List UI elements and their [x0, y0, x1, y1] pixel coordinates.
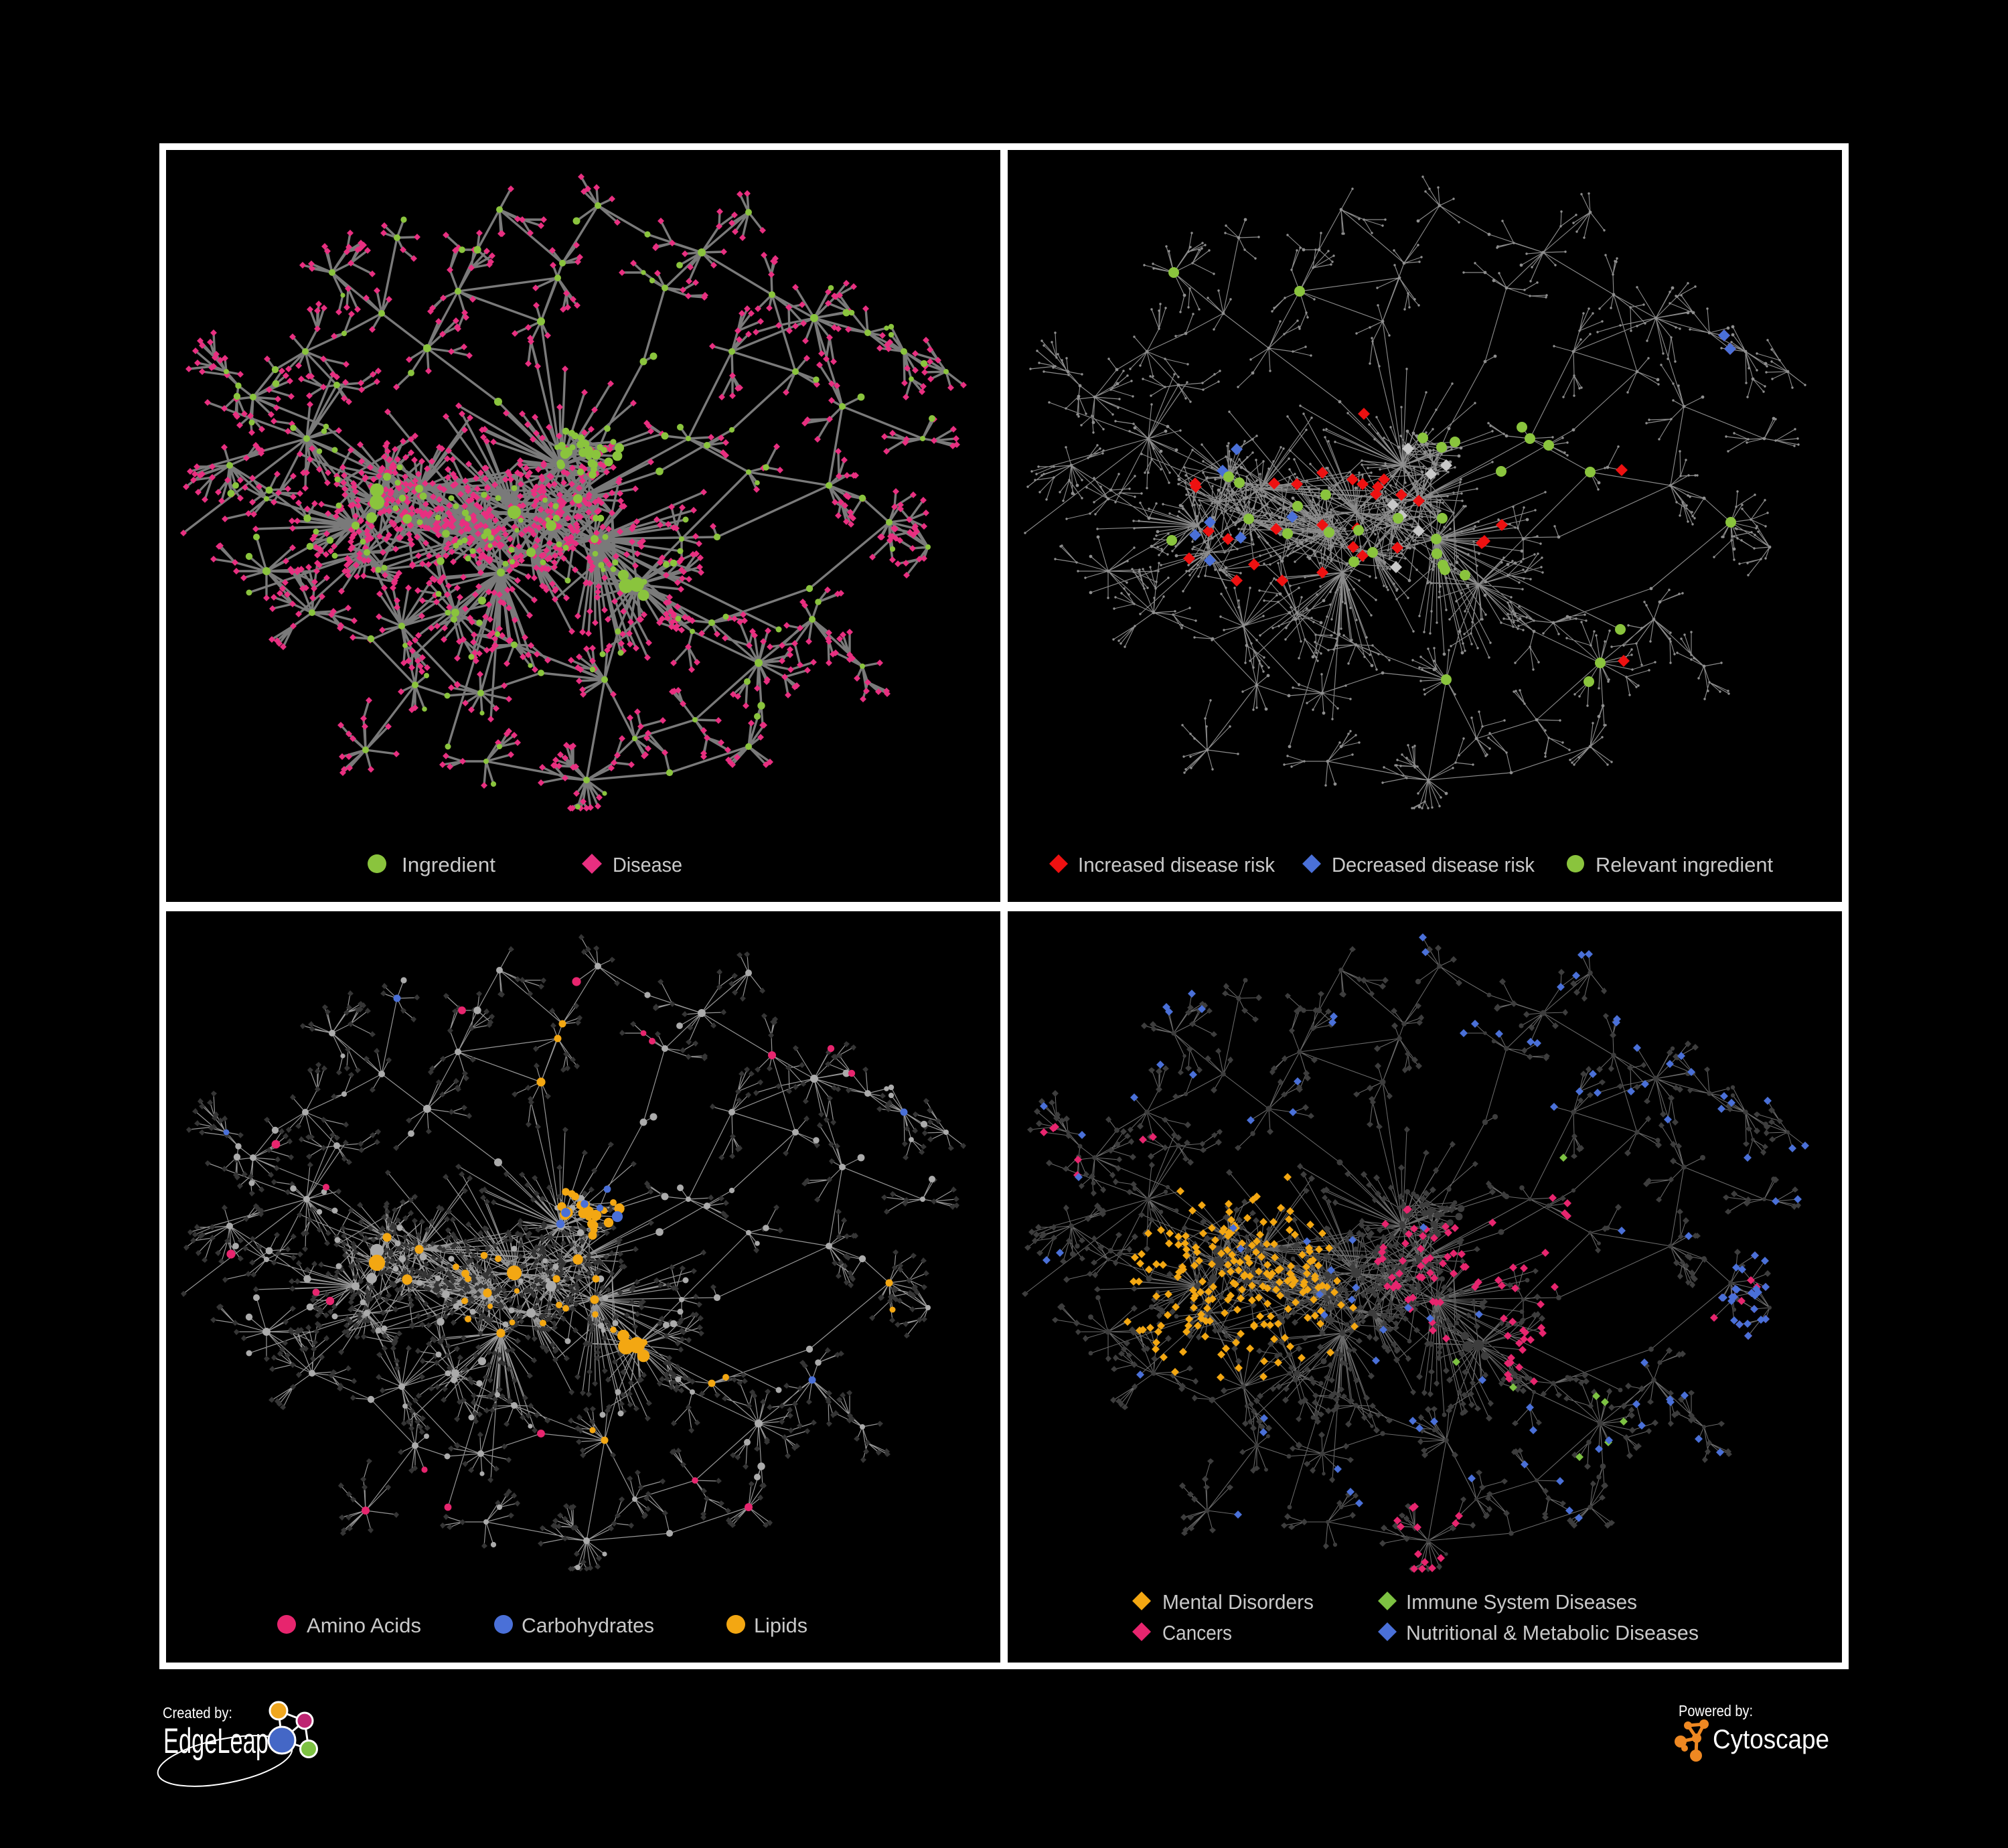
svg-text:Relevant ingredient: Relevant ingredient — [1596, 853, 1773, 876]
svg-text:Created by:: Created by: — [163, 1704, 232, 1721]
svg-text:Mental Disorders: Mental Disorders — [1162, 1590, 1314, 1614]
svg-text:Increased disease risk: Increased disease risk — [1078, 853, 1275, 876]
svg-text:Disease: Disease — [613, 853, 682, 876]
svg-text:Immune System Diseases: Immune System Diseases — [1406, 1590, 1637, 1614]
svg-text:Carbohydrates: Carbohydrates — [522, 1614, 654, 1637]
svg-text:Ingredient: Ingredient — [402, 853, 495, 876]
svg-text:Amino Acids: Amino Acids — [307, 1614, 421, 1637]
svg-text:Lipids: Lipids — [754, 1614, 807, 1637]
svg-text:Powered by:: Powered by: — [1679, 1702, 1753, 1719]
svg-text:Nutritional & Metabolic Diseas: Nutritional & Metabolic Diseases — [1406, 1621, 1699, 1644]
svg-text:EdgeLeap: EdgeLeap — [163, 1721, 268, 1761]
svg-text:Decreased disease risk: Decreased disease risk — [1332, 853, 1535, 876]
svg-text:Cancers: Cancers — [1162, 1621, 1232, 1644]
svg-text:Cytoscape: Cytoscape — [1713, 1725, 1829, 1754]
